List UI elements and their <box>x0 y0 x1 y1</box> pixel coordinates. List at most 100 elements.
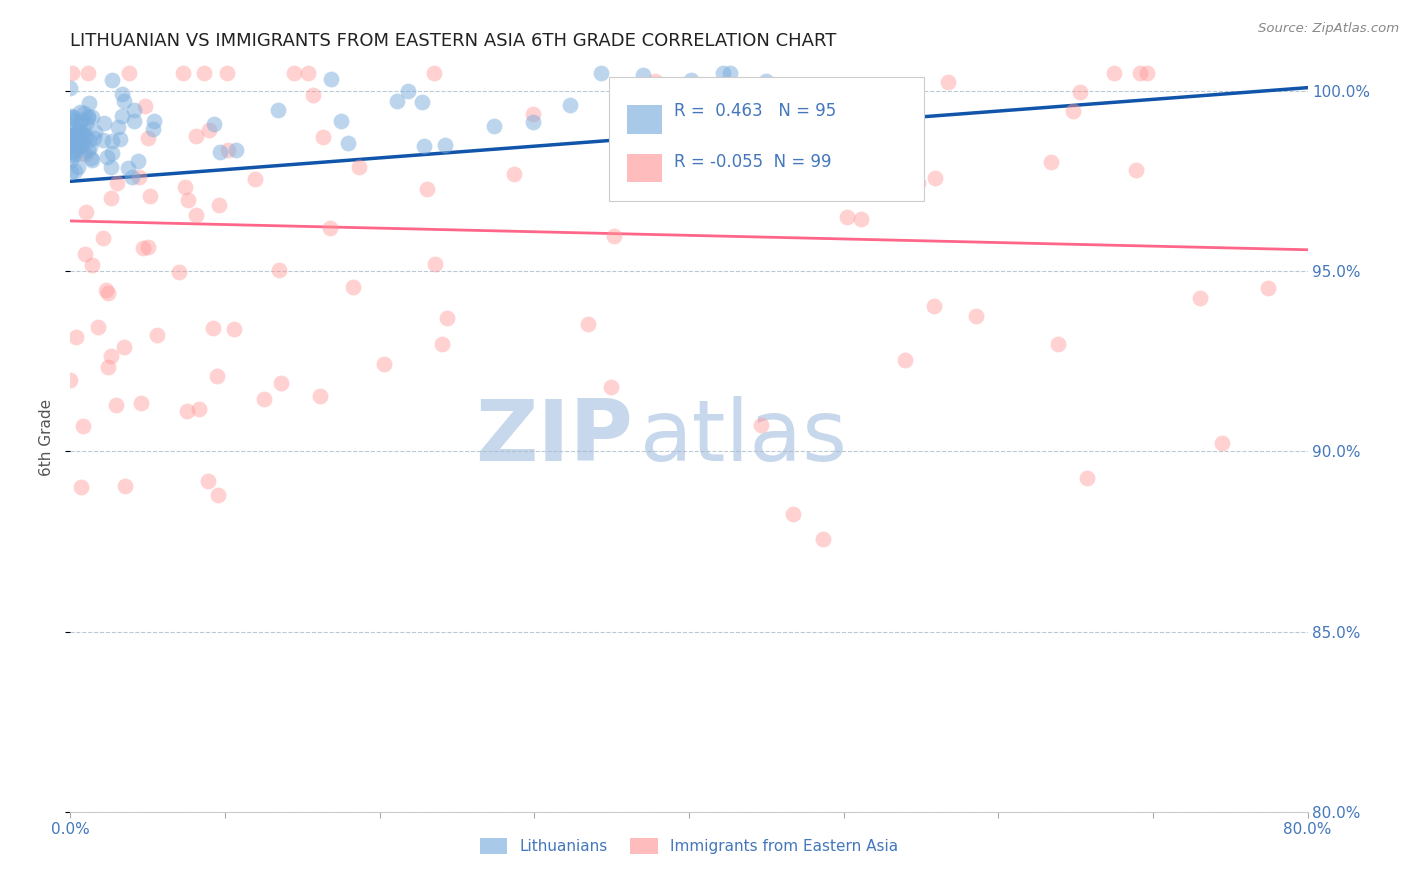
Point <box>101 145 124 160</box>
Point <box>1136 66 1159 80</box>
Point <box>60 132 83 146</box>
Point <box>640 87 662 102</box>
Point <box>63 145 86 159</box>
Point <box>59 81 82 95</box>
Point <box>297 66 319 80</box>
Point <box>75 247 97 261</box>
Point <box>1040 155 1063 169</box>
Point <box>197 475 219 489</box>
Point <box>70 480 93 494</box>
Point <box>72 127 94 141</box>
FancyBboxPatch shape <box>609 78 924 201</box>
Point <box>72 145 94 160</box>
Point <box>69 105 91 120</box>
Text: atlas: atlas <box>640 395 848 479</box>
Point <box>599 380 621 394</box>
Point <box>638 87 661 102</box>
Point <box>591 66 613 80</box>
Point <box>849 212 872 227</box>
Point <box>222 322 245 336</box>
Point <box>62 132 84 146</box>
Point <box>100 349 122 363</box>
Point <box>100 135 122 149</box>
Point <box>142 121 165 136</box>
Point <box>60 148 83 162</box>
Point <box>1129 66 1152 80</box>
Point <box>62 128 84 142</box>
Point <box>893 353 915 368</box>
Point <box>128 169 150 184</box>
Point <box>70 139 93 153</box>
Point <box>202 117 225 131</box>
Point <box>184 208 207 222</box>
Point <box>225 143 247 157</box>
FancyBboxPatch shape <box>627 154 662 182</box>
Point <box>77 143 100 157</box>
Point <box>749 418 772 433</box>
Point <box>644 74 666 88</box>
Point <box>63 128 86 143</box>
Point <box>169 265 191 279</box>
Point <box>80 258 103 272</box>
Point <box>775 95 797 109</box>
Point <box>100 161 122 175</box>
Point <box>174 180 197 194</box>
Point <box>425 257 447 271</box>
Point <box>373 357 395 371</box>
Point <box>72 135 94 149</box>
Point <box>127 153 149 168</box>
Point <box>207 488 229 502</box>
Point <box>208 145 231 159</box>
Point <box>198 123 221 137</box>
Point <box>60 128 83 143</box>
Point <box>415 181 437 195</box>
Point <box>105 398 128 412</box>
Point <box>1125 162 1147 177</box>
Point <box>217 143 239 157</box>
Point <box>110 87 132 101</box>
Point <box>97 285 120 300</box>
Point <box>76 109 98 123</box>
Point <box>207 369 229 384</box>
Point <box>97 360 120 375</box>
Point <box>59 373 82 387</box>
Y-axis label: 6th Grade: 6th Grade <box>38 399 53 475</box>
Point <box>91 133 114 147</box>
Point <box>121 169 143 184</box>
Point <box>319 71 342 86</box>
Point <box>112 95 135 109</box>
Point <box>172 66 194 80</box>
Point <box>63 147 86 161</box>
Legend: Lithuanians, Immigrants from Eastern Asia: Lithuanians, Immigrants from Eastern Asi… <box>474 832 904 860</box>
Point <box>907 176 929 190</box>
Point <box>924 299 946 313</box>
Point <box>142 113 165 128</box>
Point <box>67 123 90 137</box>
Point <box>65 330 87 344</box>
Point <box>93 116 115 130</box>
Point <box>94 283 117 297</box>
Point <box>82 153 104 167</box>
Point <box>108 131 131 145</box>
Point <box>105 176 128 190</box>
Point <box>134 99 156 113</box>
Point <box>398 84 420 98</box>
Point <box>176 404 198 418</box>
Text: Source: ZipAtlas.com: Source: ZipAtlas.com <box>1258 22 1399 36</box>
Point <box>267 103 290 117</box>
Point <box>188 402 211 417</box>
Point <box>114 478 136 492</box>
Point <box>1257 281 1279 295</box>
Point <box>91 231 114 245</box>
Point <box>60 111 83 125</box>
Point <box>65 130 87 145</box>
Point <box>866 120 889 135</box>
Point <box>664 89 686 103</box>
Point <box>253 392 276 406</box>
Point <box>201 321 224 335</box>
Point <box>243 172 266 186</box>
Point <box>75 115 97 129</box>
Point <box>936 75 959 89</box>
Point <box>312 129 335 144</box>
Point <box>347 160 370 174</box>
